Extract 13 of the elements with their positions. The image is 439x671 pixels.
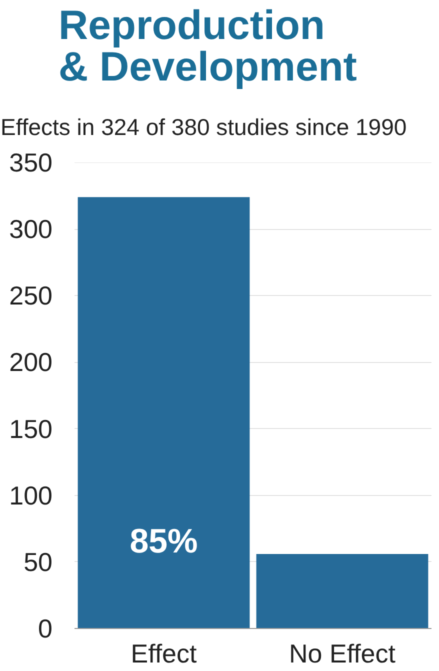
x-tick-label: Effect — [130, 638, 198, 668]
chart-subtitle: Effects in 324 of 380 studies since 1990 — [0, 114, 407, 140]
y-tick-label: 250 — [9, 280, 53, 311]
y-tick-label: 100 — [9, 480, 53, 510]
annotation: 85% — [130, 522, 198, 560]
x-tick-label: No Effect — [289, 638, 396, 668]
y-tick-label: 150 — [9, 414, 53, 444]
y-tick-label: 300 — [9, 214, 53, 244]
y-tick-label: 50 — [24, 546, 52, 577]
chart-title: Reproduction & Development — [58, 2, 358, 90]
y-tick-label: 350 — [9, 148, 53, 178]
y-tick-label: 0 — [38, 614, 53, 644]
y-tick-label: 200 — [9, 347, 53, 378]
